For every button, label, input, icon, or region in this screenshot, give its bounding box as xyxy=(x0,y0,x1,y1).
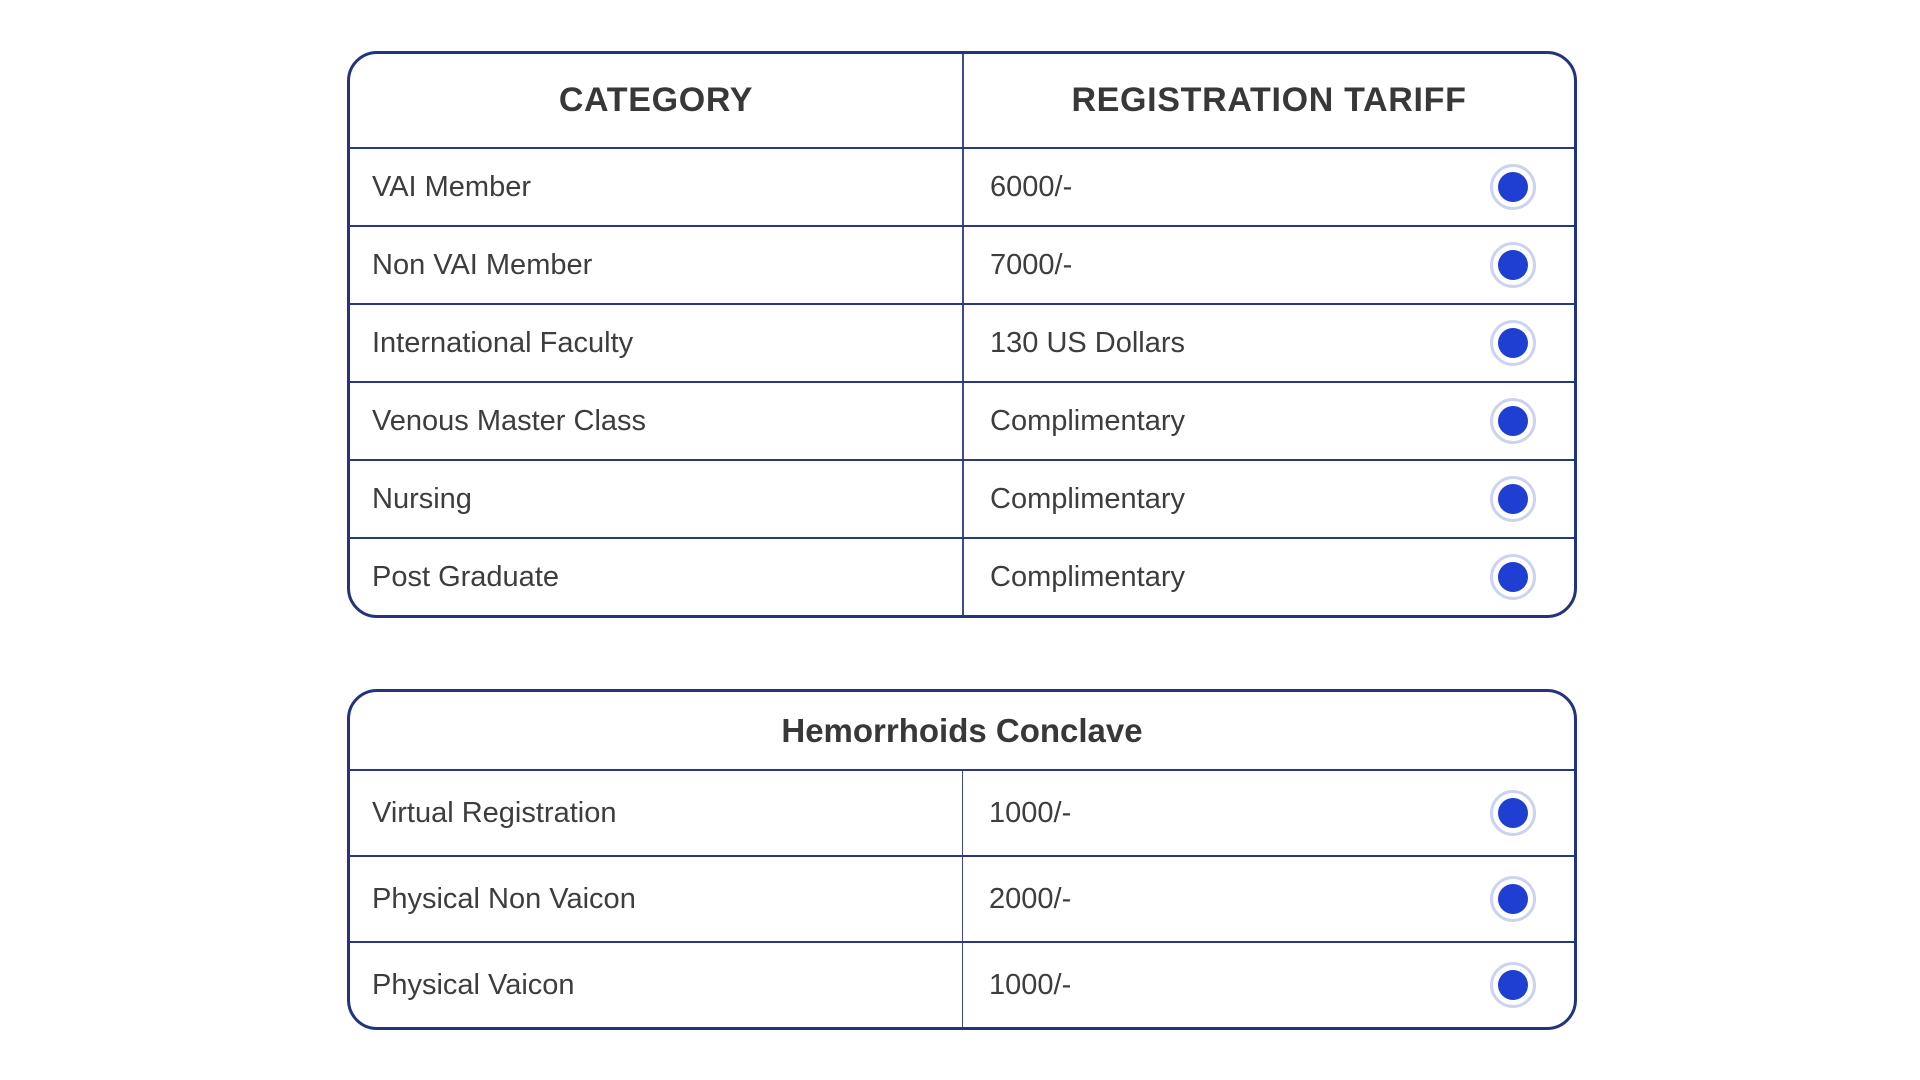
tariff-radio[interactable] xyxy=(1490,320,1536,366)
category-cell: Physical Non Vaicon xyxy=(372,882,636,915)
radio-dot-icon xyxy=(1498,484,1528,514)
category-cell: VAI Member xyxy=(372,170,532,203)
category-cell: Physical Vaicon xyxy=(372,968,575,1001)
radio-dot-icon xyxy=(1498,250,1528,280)
radio-dot-icon xyxy=(1498,406,1528,436)
table-row: Physical Vaicon 1000/- xyxy=(350,941,1574,1027)
tariff-value: Complimentary xyxy=(990,560,1185,593)
category-cell: International Faculty xyxy=(372,326,634,359)
category-cell: Nursing xyxy=(372,482,472,515)
tariff-value: 6000/- xyxy=(990,170,1073,203)
tariff-radio[interactable] xyxy=(1490,790,1536,836)
radio-dot-icon xyxy=(1498,328,1528,358)
tariff-value: 130 US Dollars xyxy=(990,326,1186,359)
table-row: Virtual Registration 1000/- xyxy=(350,769,1574,855)
table-row: Non VAI Member 7000/- xyxy=(350,225,1574,303)
tariff-value: Complimentary xyxy=(990,482,1185,515)
table-row: VAI Member 6000/- xyxy=(350,147,1574,225)
radio-dot-icon xyxy=(1498,172,1528,202)
hemorrhoids-conclave-table: Hemorrhoids Conclave Virtual Registratio… xyxy=(347,689,1577,1030)
table-row: Post Graduate Complimentary xyxy=(350,537,1574,615)
registration-tariff-table: CATEGORY REGISTRATION TARIFF VAI Member … xyxy=(347,51,1577,618)
table-row: Venous Master Class Complimentary xyxy=(350,381,1574,459)
radio-dot-icon xyxy=(1498,970,1528,1000)
tariff-radio[interactable] xyxy=(1490,398,1536,444)
tariff-cell: 6000/- xyxy=(962,149,1574,225)
table-row: International Faculty 130 US Dollars xyxy=(350,303,1574,381)
table-header-row: CATEGORY REGISTRATION TARIFF xyxy=(350,54,1574,147)
tariff-value: 7000/- xyxy=(990,248,1073,281)
category-cell: Venous Master Class xyxy=(372,404,647,437)
tariff-radio[interactable] xyxy=(1490,242,1536,288)
table-row: Physical Non Vaicon 2000/- xyxy=(350,855,1574,941)
category-cell: Non VAI Member xyxy=(372,248,593,281)
tariff-column-header: REGISTRATION TARIFF xyxy=(962,54,1574,147)
radio-dot-icon xyxy=(1498,798,1528,828)
tariff-cell: Complimentary xyxy=(962,539,1574,615)
tariff-cell: 1000/- xyxy=(962,943,1574,1027)
tariff-cell: Complimentary xyxy=(962,383,1574,459)
tariff-radio[interactable] xyxy=(1490,164,1536,210)
category-cell: Virtual Registration xyxy=(372,796,617,829)
table-row: Nursing Complimentary xyxy=(350,459,1574,537)
tariff-radio[interactable] xyxy=(1490,554,1536,600)
tariff-cell: 130 US Dollars xyxy=(962,305,1574,381)
table-title: Hemorrhoids Conclave xyxy=(781,711,1143,749)
tariff-radio[interactable] xyxy=(1490,876,1536,922)
tariff-radio[interactable] xyxy=(1490,476,1536,522)
radio-dot-icon xyxy=(1498,884,1528,914)
tariff-value: Complimentary xyxy=(990,404,1185,437)
tariff-cell: 2000/- xyxy=(962,857,1574,941)
tariff-tables: CATEGORY REGISTRATION TARIFF VAI Member … xyxy=(347,51,1577,1030)
category-column-header: CATEGORY xyxy=(558,81,754,119)
category-cell: Post Graduate xyxy=(372,560,559,593)
tariff-cell: 7000/- xyxy=(962,227,1574,303)
tariff-cell: Complimentary xyxy=(962,461,1574,537)
tariff-value: 1000/- xyxy=(989,968,1072,1001)
radio-dot-icon xyxy=(1498,562,1528,592)
tariff-radio[interactable] xyxy=(1490,962,1536,1008)
tariff-cell: 1000/- xyxy=(962,771,1574,855)
tariff-value: 2000/- xyxy=(989,882,1072,915)
tariff-value: 1000/- xyxy=(989,796,1072,829)
